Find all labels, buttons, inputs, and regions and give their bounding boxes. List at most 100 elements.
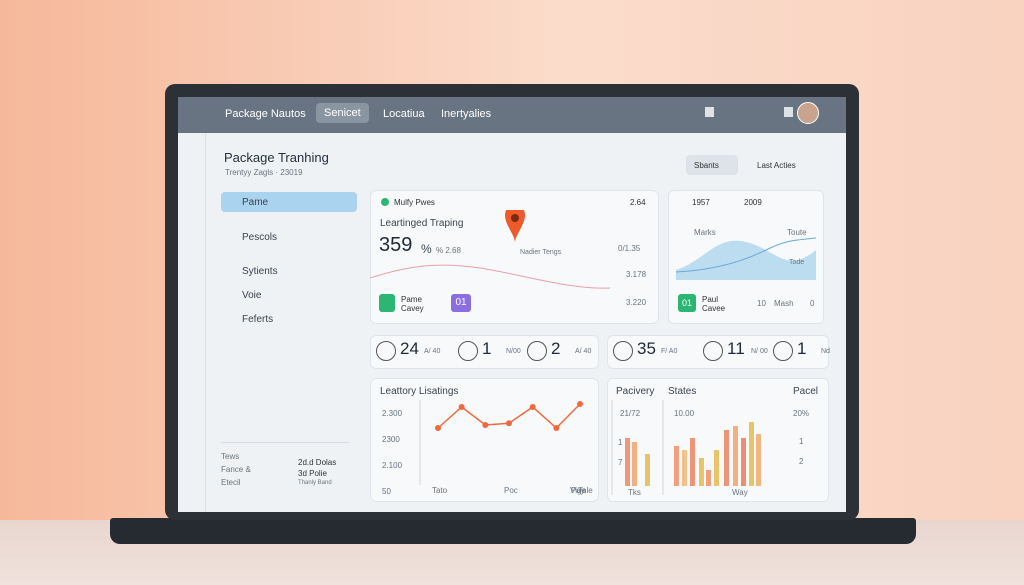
stat-value: 24 [400, 339, 419, 358]
bar [699, 458, 704, 486]
stat-label: F/ A0 [661, 348, 678, 355]
bar [690, 438, 695, 486]
menu-active[interactable] [221, 192, 357, 212]
area-label: Marks [694, 228, 716, 237]
x-tick-label: Tks [628, 488, 641, 497]
x-tick-label: Tale [578, 486, 593, 495]
corner: 2.64 [630, 198, 646, 207]
tick-label: 20% [793, 409, 810, 418]
badge-text: Cavee [702, 304, 726, 313]
stat-label: A/ 40 [575, 348, 592, 355]
bar [632, 442, 637, 486]
divider [221, 442, 349, 443]
stat-value: 11 [727, 339, 745, 358]
pin-label: Nadier Tengs [520, 249, 562, 256]
sidebar-subtitle: Trentyy Zagls · 23019 [225, 168, 303, 177]
filter[interactable] [686, 155, 738, 175]
badge: 01 [678, 294, 696, 312]
x-tick-label: Poc [504, 486, 518, 495]
stat-card [370, 335, 599, 369]
tag: Mulfy Pwes [394, 198, 435, 207]
nav-item[interactable]: Inertyalies [441, 108, 492, 120]
menu-item[interactable]: Pame [242, 197, 269, 208]
bar [741, 438, 746, 486]
tick-label: 21/72 [620, 409, 641, 418]
bar [749, 422, 754, 486]
point [577, 401, 583, 407]
avatar[interactable] [797, 102, 819, 124]
badge-text: Paul [702, 295, 719, 304]
card-value: 359 [379, 234, 413, 256]
year: 1957 [692, 198, 710, 207]
footer-value: 2d.d Dolas [298, 458, 337, 467]
stat-icon [527, 341, 547, 361]
bar [714, 450, 719, 486]
stat-label: A/ 40 [424, 348, 441, 355]
menu-item[interactable]: Voie [242, 290, 262, 301]
legend: 10 [757, 299, 766, 308]
menu-item[interactable]: Feferts [242, 314, 274, 325]
stat-label: N/00 [506, 348, 521, 355]
bar [724, 430, 729, 486]
card-label: Leartinged Traping [380, 218, 464, 229]
bar [645, 454, 650, 486]
value: 3.178 [626, 270, 647, 279]
laptop-base [110, 518, 916, 544]
menu-item[interactable]: Sytients [242, 266, 278, 277]
x-tick-label: Tato [432, 486, 448, 495]
top-bar [178, 97, 846, 133]
brand: Package Nautos [225, 108, 306, 120]
menu-item[interactable]: Pescols [242, 232, 278, 243]
stat-value: 2 [551, 339, 561, 358]
card-note: % 2.68 [436, 246, 461, 255]
bar [756, 434, 761, 486]
area-label: Toute [787, 228, 807, 237]
stat-value: 1 [797, 339, 807, 358]
filter-label[interactable]: Last Acties [757, 161, 796, 170]
stat-icon [458, 341, 478, 361]
line-card [370, 378, 599, 502]
legend: 0 [810, 299, 815, 308]
value: 3.220 [626, 298, 647, 307]
footer-label: Etecil [221, 478, 241, 487]
card-title: Pacivery [616, 386, 655, 397]
legend: Mash [774, 299, 794, 308]
y-tick-label: 50 [382, 487, 391, 496]
point [435, 425, 441, 431]
point [458, 404, 465, 410]
value: 0/1.35 [618, 244, 641, 253]
nav-item[interactable]: Senicet [316, 103, 369, 123]
stat-value: 35 [637, 339, 656, 358]
filter-label[interactable]: Sbants [694, 161, 719, 170]
point [482, 422, 489, 428]
footer-label: Fance & [221, 465, 251, 474]
footer-label: Tews [221, 452, 240, 461]
area-label: Tode [789, 259, 805, 266]
badge[interactable]: 01 [451, 294, 471, 312]
point [553, 425, 560, 431]
tick-label: 10.00 [674, 409, 695, 418]
stat-value: 1 [482, 339, 492, 358]
card-title: Leattory Lisatings [380, 386, 459, 397]
nav-item[interactable]: Locatiua [383, 108, 425, 120]
y-tick-label: 7 [618, 458, 623, 467]
badge-text: Cavey [401, 304, 424, 313]
stat-icon [613, 341, 633, 361]
stat-icon [376, 341, 396, 361]
bar [682, 450, 687, 486]
icons[interactable] [705, 107, 793, 117]
bar [733, 426, 738, 486]
area-decor [676, 237, 816, 280]
y-tick-label: 1 [618, 438, 623, 447]
point [506, 420, 512, 427]
sidebar-divider [205, 133, 206, 512]
x-tick-label: Pay [571, 486, 585, 495]
y-tick-label: 2 [799, 457, 804, 466]
bar [706, 470, 711, 486]
card-decor [370, 210, 611, 289]
y-tick-label: 2300 [382, 435, 400, 444]
year: 2009 [744, 198, 762, 207]
stat-icon [703, 341, 723, 361]
